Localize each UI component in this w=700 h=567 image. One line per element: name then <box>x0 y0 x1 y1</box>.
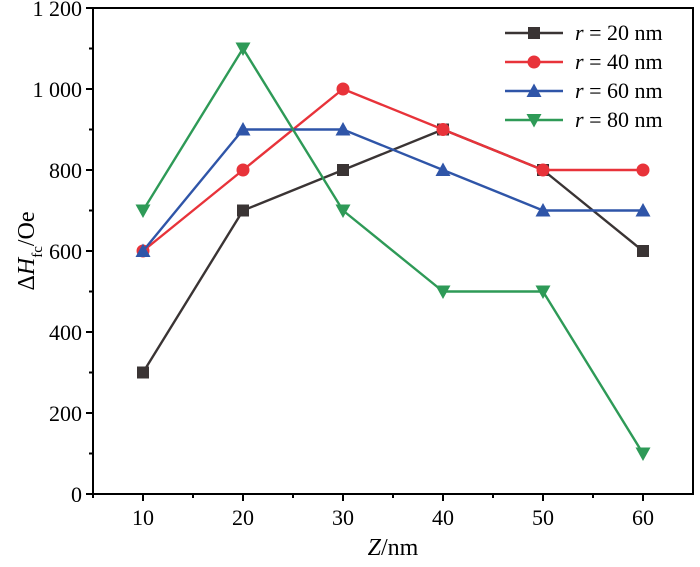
x-tick-label: 20 <box>232 505 254 530</box>
y-tick-label: 200 <box>49 401 82 426</box>
y-axis-title: ΔHfc/Oe <box>14 211 46 290</box>
y-tick-label: 600 <box>49 239 82 264</box>
data-point <box>335 122 351 136</box>
plot-area <box>135 42 651 461</box>
x-tick-label: 10 <box>132 505 154 530</box>
legend-label: r = 40 nm <box>575 49 663 74</box>
legend-marker <box>528 27 540 39</box>
data-point <box>637 245 649 257</box>
data-point <box>135 243 151 257</box>
legend-item: r = 60 nm <box>505 78 663 103</box>
x-axis-title-variable: Z <box>368 535 382 561</box>
y-tick-label: 800 <box>49 158 82 183</box>
legend: r = 20 nmr = 40 nmr = 60 nmr = 80 nm <box>505 20 663 132</box>
legend-label: r = 80 nm <box>575 107 663 132</box>
legend-item: r = 40 nm <box>505 49 663 74</box>
legend-label-variable: r <box>575 20 584 45</box>
series-2 <box>136 82 650 258</box>
y-axis-title-unit: /Oe <box>14 211 40 246</box>
x-tick-label: 60 <box>632 505 654 530</box>
data-point <box>636 163 650 177</box>
data-point <box>635 447 651 461</box>
y-axis-title-prefix: Δ <box>14 275 40 290</box>
series-3 <box>135 122 651 257</box>
legend-label: r = 60 nm <box>575 78 663 103</box>
y-tick-label: 0 <box>71 482 82 507</box>
data-point <box>535 203 551 217</box>
series-4 <box>135 42 651 461</box>
legend-label: r = 20 nm <box>575 20 663 45</box>
x-axis-title: Z/nm <box>368 535 419 561</box>
y-tick-label: 400 <box>49 320 82 345</box>
data-point <box>235 42 251 56</box>
legend-label-variable: r <box>575 49 584 74</box>
series-line <box>142 87 643 252</box>
series-line <box>142 128 643 252</box>
data-point <box>536 163 550 177</box>
x-tick-label: 40 <box>432 505 454 530</box>
legend-label-variable: r <box>575 78 584 103</box>
y-axis-title-subscript: fc <box>30 246 46 258</box>
data-point <box>336 82 350 96</box>
legend-marker <box>526 114 542 128</box>
data-point <box>137 366 149 379</box>
series-line <box>141 47 645 455</box>
y-tick-label: 1 000 <box>33 77 83 102</box>
legend-marker <box>526 83 542 97</box>
x-tick-label: 50 <box>532 505 554 530</box>
legend-label-value: = 20 nm <box>584 20 663 45</box>
data-point <box>236 163 250 177</box>
data-point <box>436 123 450 136</box>
data-point <box>535 285 551 299</box>
legend-label-variable: r <box>575 107 584 132</box>
data-point <box>635 203 651 217</box>
legend-label-value: = 60 nm <box>584 78 663 103</box>
data-point <box>435 285 451 299</box>
data-point <box>335 204 351 218</box>
y-tick-label: 1 200 <box>33 0 83 21</box>
legend-label-value: = 80 nm <box>584 107 663 132</box>
data-point <box>435 162 451 176</box>
legend-label-value: = 40 nm <box>584 49 663 74</box>
data-point <box>337 164 349 176</box>
y-axis-title-variable: H <box>14 256 40 276</box>
legend-marker <box>527 55 541 69</box>
x-axis-title-unit: /nm <box>381 535 419 561</box>
data-point <box>135 204 151 218</box>
x-tick-label: 30 <box>332 505 354 530</box>
legend-item: r = 20 nm <box>505 20 663 45</box>
legend-item: r = 80 nm <box>505 107 663 132</box>
data-point <box>237 204 249 217</box>
data-point <box>235 122 251 136</box>
